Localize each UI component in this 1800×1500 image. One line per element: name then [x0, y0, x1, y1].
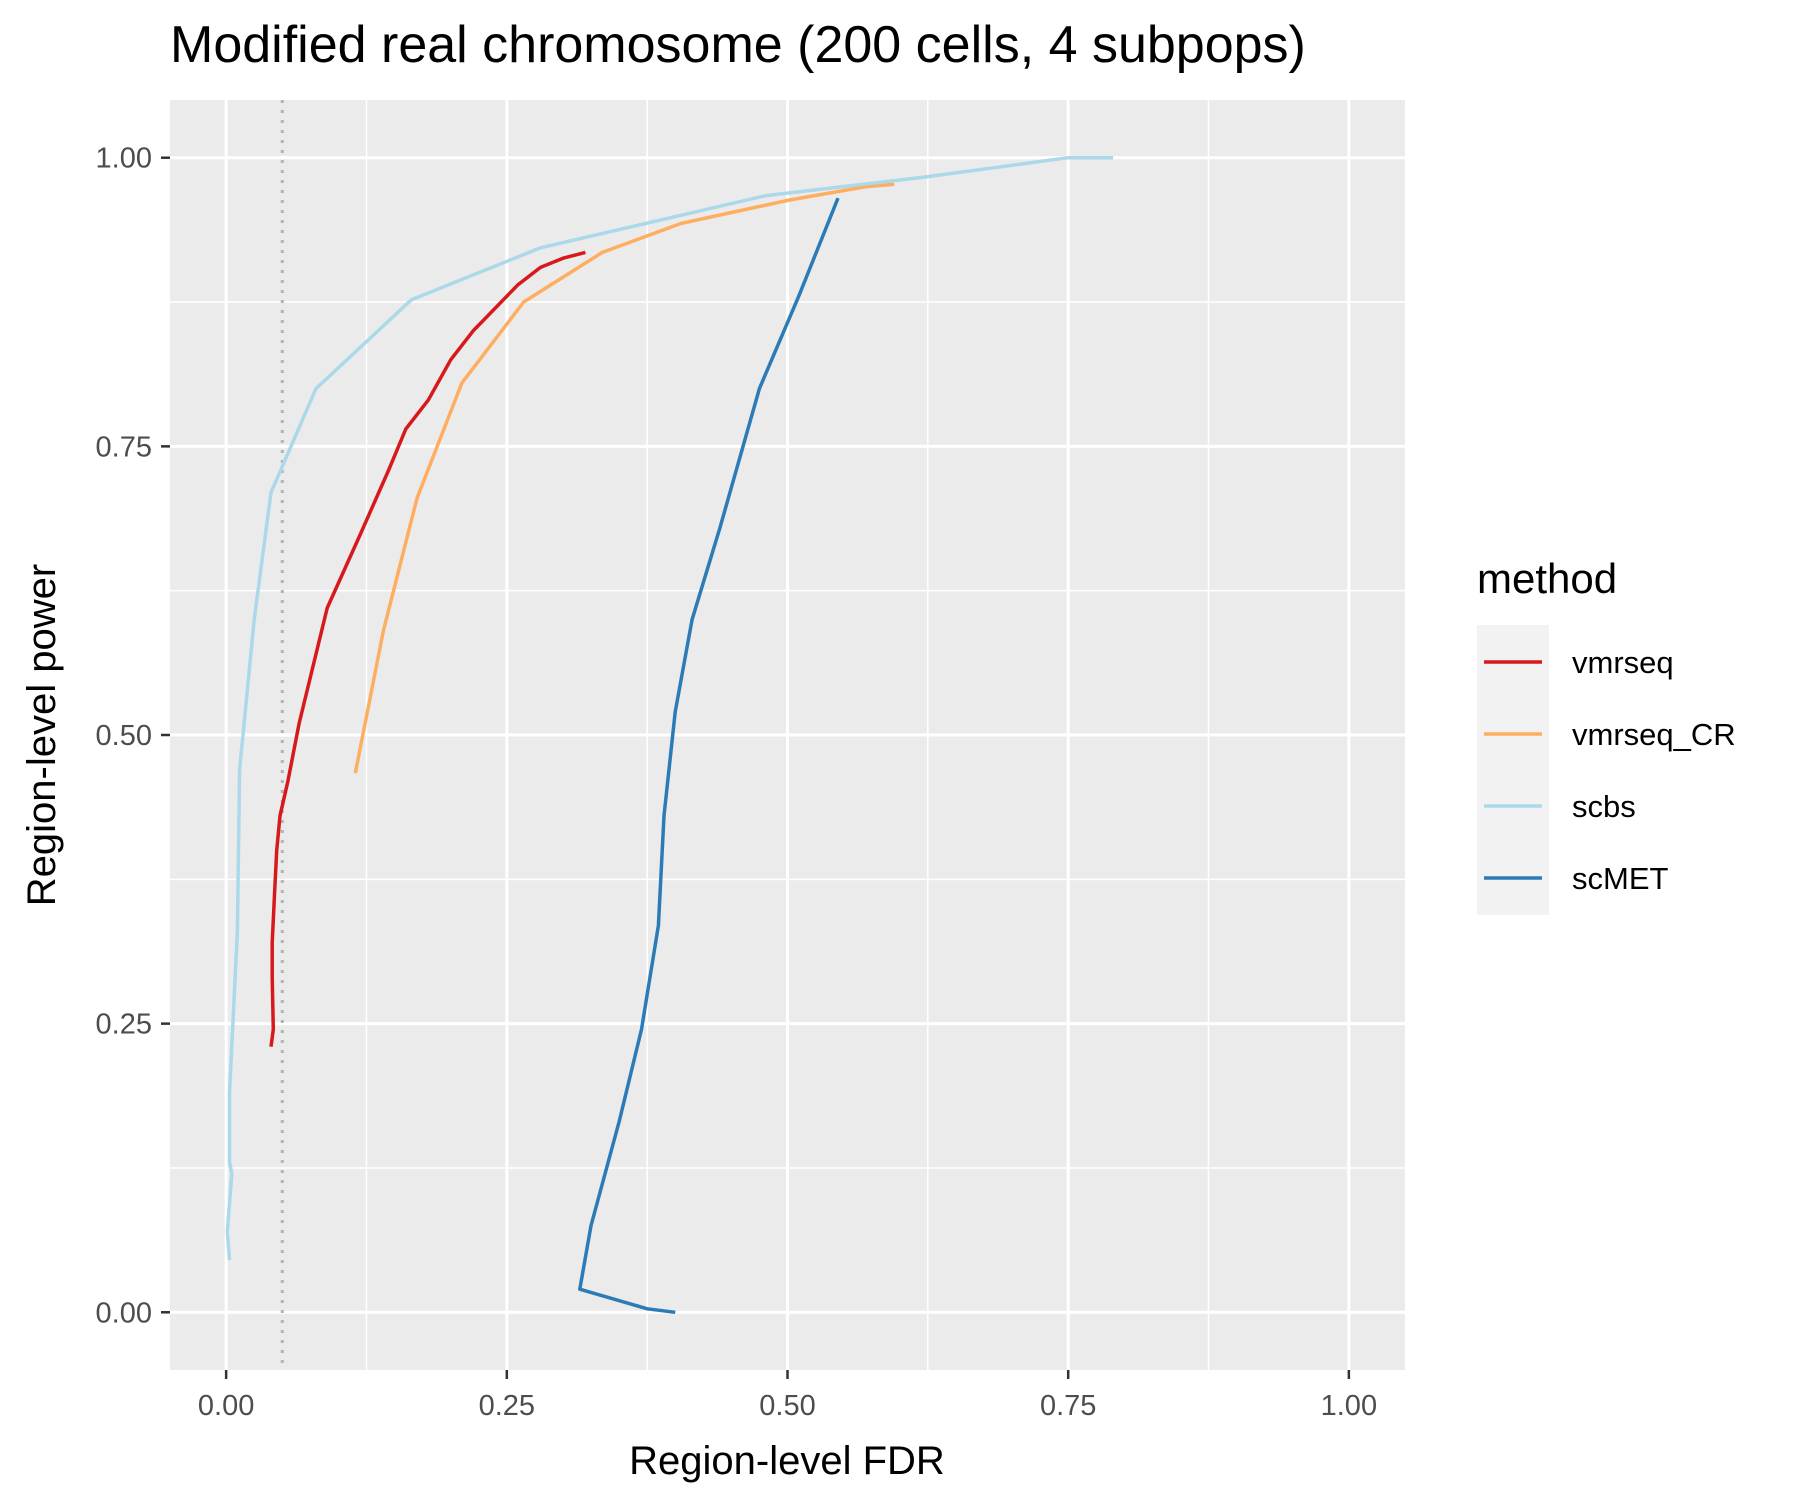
x-tick-label: 0.00: [198, 1390, 254, 1422]
axes: 0.00 0.25 0.50 0.75 1.00 0.00 0.25 0.50 0.75 1.00: [96, 143, 1378, 1422]
x-tick-label: 0.75: [1040, 1390, 1096, 1422]
x-tick-label: 0.50: [759, 1390, 815, 1422]
series-line-scmet: [578, 197, 840, 1315]
x-tick-label: 0.25: [479, 1390, 535, 1422]
y-axis-title: Region-level power: [20, 564, 64, 906]
y-tick-label: 0.50: [96, 720, 152, 752]
x-axis-title: Region-level FDR: [629, 1439, 945, 1483]
chart-title: Modified real chromosome (200 cells, 4 s…: [170, 16, 1306, 74]
series-line-scbs: [225, 155, 1114, 1261]
legend-label-scmet: scMET: [1572, 861, 1669, 896]
series-line-vmrseq-cr: [353, 182, 895, 774]
legend-key-background: [1477, 625, 1549, 915]
legend-label-vmrseq-cr: vmrseq_CR: [1572, 717, 1736, 752]
y-tick-label: 1.00: [96, 143, 152, 175]
legend-title: method: [1477, 555, 1617, 602]
x-tick-label: 1.00: [1321, 1390, 1377, 1422]
grid-lines: [170, 100, 1405, 1370]
legend-label-scbs: scbs: [1572, 789, 1636, 824]
series-lines: [225, 155, 1114, 1315]
legend-label-vmrseq: vmrseq: [1572, 645, 1674, 680]
y-tick-label: 0.25: [96, 1009, 152, 1041]
y-tick-label: 0.00: [96, 1297, 152, 1329]
series-line-vmrseq: [269, 250, 586, 1047]
y-tick-label: 0.75: [96, 431, 152, 463]
